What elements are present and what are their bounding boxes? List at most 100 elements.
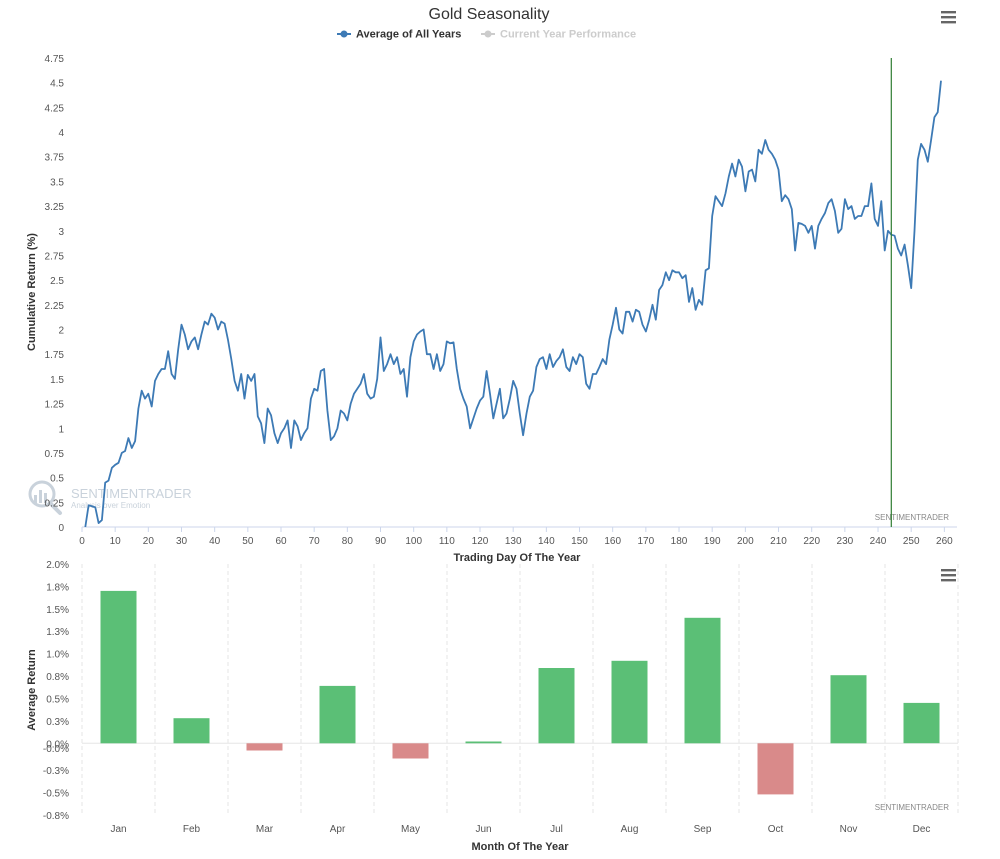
x-tick-label: 70 bbox=[309, 536, 321, 547]
y-tick-label: 3.5 bbox=[50, 177, 64, 188]
y-tick-label: 0.3% bbox=[46, 717, 69, 728]
x-tick-label: Aug bbox=[621, 824, 639, 835]
bar-nov[interactable] bbox=[830, 675, 867, 744]
bar-oct[interactable] bbox=[757, 743, 794, 795]
y-tick-label: 1.5 bbox=[50, 375, 64, 386]
y-tick-label: 1 bbox=[58, 424, 64, 435]
x-tick-label: 120 bbox=[472, 536, 489, 547]
chart-credit: SENTIMENTRADER bbox=[875, 513, 949, 522]
watermark-brand: SENTIMENTRADER bbox=[71, 486, 192, 501]
bar-dec[interactable] bbox=[903, 702, 940, 744]
y-tick-label: 0.8% bbox=[46, 672, 69, 683]
y-tick-label: 0.5% bbox=[46, 694, 69, 705]
y-tick-label: 4.25 bbox=[45, 103, 65, 114]
bar-jul[interactable] bbox=[538, 668, 575, 744]
y-tick-label: 2.25 bbox=[45, 301, 65, 312]
chart-title: Gold Seasonality bbox=[429, 6, 550, 23]
bar-series bbox=[100, 590, 940, 795]
y-tick-label: 0.0% bbox=[46, 739, 69, 750]
x-tick-label: Nov bbox=[840, 824, 858, 835]
x-tick-label: Mar bbox=[256, 824, 274, 835]
y-tick-label: -0.0% bbox=[43, 744, 69, 755]
x-tick-label: 190 bbox=[704, 536, 721, 547]
chart-legend: Average of All Years Current Year Perfor… bbox=[337, 29, 636, 41]
x-axis-title: Trading Day Of The Year bbox=[454, 552, 582, 564]
x-tick-label: 130 bbox=[505, 536, 522, 547]
top-chart-menu-button[interactable] bbox=[936, 6, 962, 28]
x-tick-label: 10 bbox=[110, 536, 122, 547]
x-tick-label: 20 bbox=[143, 536, 155, 547]
legend-item-current-year-performance[interactable]: Current Year Performance bbox=[481, 29, 636, 41]
x-axis: 0 10 20 30 40 50 60 70 80 90 100 110 120 130 140 150 160… bbox=[79, 527, 953, 547]
bar-mar[interactable] bbox=[246, 743, 283, 751]
legend-label: Average of All Years bbox=[356, 29, 461, 41]
cumulative-return-chart: Gold Seasonality Average of All Years Cu… bbox=[26, 6, 962, 564]
y-tick-label: -0.8% bbox=[43, 811, 69, 822]
y-tick-label: 1.3% bbox=[46, 627, 69, 638]
hamburger-menu-icon bbox=[941, 569, 956, 582]
bar-apr[interactable] bbox=[319, 685, 356, 744]
y-tick-label: 0 bbox=[58, 523, 64, 534]
plot-area bbox=[84, 58, 942, 528]
x-tick-label: May bbox=[401, 824, 420, 835]
x-tick-label: 80 bbox=[342, 536, 354, 547]
x-tick-label: 60 bbox=[275, 536, 287, 547]
y-tick-label: 1.0% bbox=[46, 650, 69, 661]
x-axis: Jan Feb Mar Apr May Jun Jul Aug Sep Oct Nov Dec bbox=[110, 824, 930, 835]
bar-sep[interactable] bbox=[684, 617, 721, 744]
y-tick-label: 3 bbox=[58, 227, 64, 238]
bar-aug[interactable] bbox=[611, 660, 648, 744]
x-tick-label: 140 bbox=[538, 536, 555, 547]
y-tick-label: 3.25 bbox=[45, 202, 65, 213]
watermark: SENTIMENTRADER Analysis over Emotion bbox=[28, 480, 192, 515]
bar-jan[interactable] bbox=[100, 590, 137, 744]
x-tick-label: 100 bbox=[405, 536, 422, 547]
y-tick-label: 0.25 bbox=[45, 498, 65, 509]
y-axis: -0.8% -0.5% -0.3% -0.0%0.0% 0.3% 0.5% 0.8% 1.0%… bbox=[43, 560, 69, 822]
y-tick-label: 2.5 bbox=[50, 276, 64, 287]
bar-feb[interactable] bbox=[173, 718, 210, 744]
y-tick-label: 4.75 bbox=[45, 54, 65, 65]
x-tick-label: 90 bbox=[375, 536, 387, 547]
x-tick-label: 200 bbox=[737, 536, 754, 547]
y-tick-label: 3.75 bbox=[45, 153, 65, 164]
x-tick-label: 110 bbox=[439, 536, 455, 547]
legend-label: Current Year Performance bbox=[500, 29, 636, 41]
bar-may[interactable] bbox=[392, 743, 429, 759]
bar-jun[interactable] bbox=[465, 741, 502, 744]
category-gridlines bbox=[81, 564, 959, 815]
y-tick-label: 2 bbox=[58, 326, 64, 337]
x-tick-label: Apr bbox=[330, 824, 346, 835]
x-tick-label: 150 bbox=[571, 536, 588, 547]
y-tick-label: 2.75 bbox=[45, 251, 65, 262]
bottom-chart-menu-button[interactable] bbox=[936, 563, 962, 585]
x-tick-label: 240 bbox=[870, 536, 887, 547]
series-line-average-of-all-years[interactable] bbox=[84, 80, 942, 528]
x-tick-label: Dec bbox=[913, 824, 931, 835]
y-tick-label: 0.5 bbox=[50, 474, 64, 485]
x-axis-title: Month Of The Year bbox=[472, 841, 570, 853]
magnifier-logo-icon bbox=[28, 480, 62, 515]
watermark-tagline: Analysis over Emotion bbox=[71, 501, 150, 510]
x-tick-label: 230 bbox=[837, 536, 854, 547]
x-tick-label: 30 bbox=[176, 536, 188, 547]
x-tick-label: 40 bbox=[209, 536, 221, 547]
chart-credit: SENTIMENTRADER bbox=[875, 803, 949, 812]
y-tick-label: -0.5% bbox=[43, 789, 69, 800]
y-axis-title: Cumulative Return (%) bbox=[26, 233, 38, 351]
x-tick-label: 260 bbox=[936, 536, 953, 547]
y-tick-label: 0.75 bbox=[45, 449, 65, 460]
y-tick-label: 1.5% bbox=[46, 605, 69, 616]
y-axis-title: Average Return bbox=[26, 649, 38, 731]
y-tick-label: 4.5 bbox=[50, 79, 64, 90]
y-tick-label: 2.0% bbox=[46, 560, 69, 571]
y-tick-label: 1.8% bbox=[46, 582, 69, 593]
x-tick-label: Sep bbox=[694, 824, 712, 835]
y-tick-label: 4 bbox=[58, 128, 64, 139]
x-tick-label: Jan bbox=[110, 824, 126, 835]
legend-item-average-of-all-years[interactable]: Average of All Years bbox=[337, 29, 461, 41]
x-tick-label: 170 bbox=[638, 536, 655, 547]
x-tick-label: 0 bbox=[79, 536, 85, 547]
legend-marker-icon bbox=[340, 30, 348, 38]
